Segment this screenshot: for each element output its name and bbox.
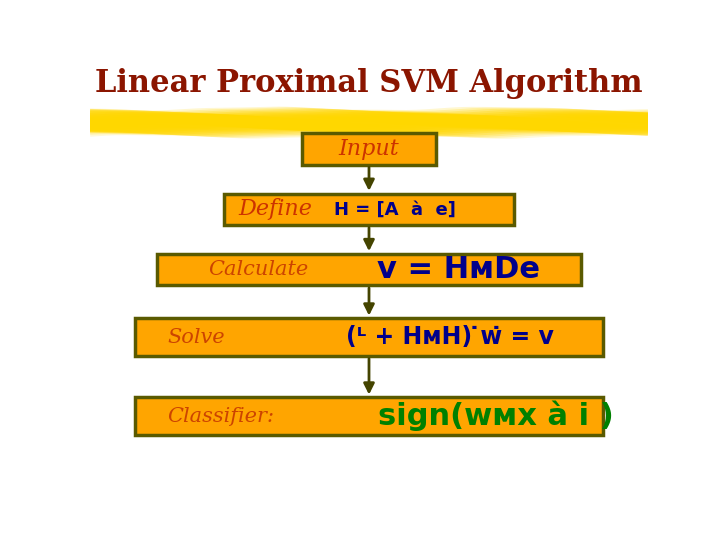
- Text: v = HᴍDe: v = HᴍDe: [377, 255, 541, 284]
- Text: Input: Input: [338, 138, 400, 160]
- FancyBboxPatch shape: [302, 133, 436, 165]
- Text: sign(wᴍx à i ): sign(wᴍx à i ): [379, 401, 614, 431]
- Text: Calculate: Calculate: [208, 260, 308, 279]
- Text: Linear Proximal SVM Algorithm: Linear Proximal SVM Algorithm: [95, 68, 643, 99]
- FancyBboxPatch shape: [135, 319, 603, 356]
- Text: Classifier:: Classifier:: [168, 407, 274, 426]
- Text: (ᴸ + HᴍH) ̇̇ẇ = v: (ᴸ + HᴍH) ̇̇ẇ = v: [346, 325, 554, 349]
- Text: Define: Define: [238, 198, 312, 220]
- FancyBboxPatch shape: [157, 254, 581, 285]
- FancyBboxPatch shape: [224, 194, 514, 225]
- Text: Solve: Solve: [168, 328, 225, 347]
- Text: H = [A  à  e]: H = [A à e]: [334, 200, 456, 218]
- FancyBboxPatch shape: [135, 397, 603, 435]
